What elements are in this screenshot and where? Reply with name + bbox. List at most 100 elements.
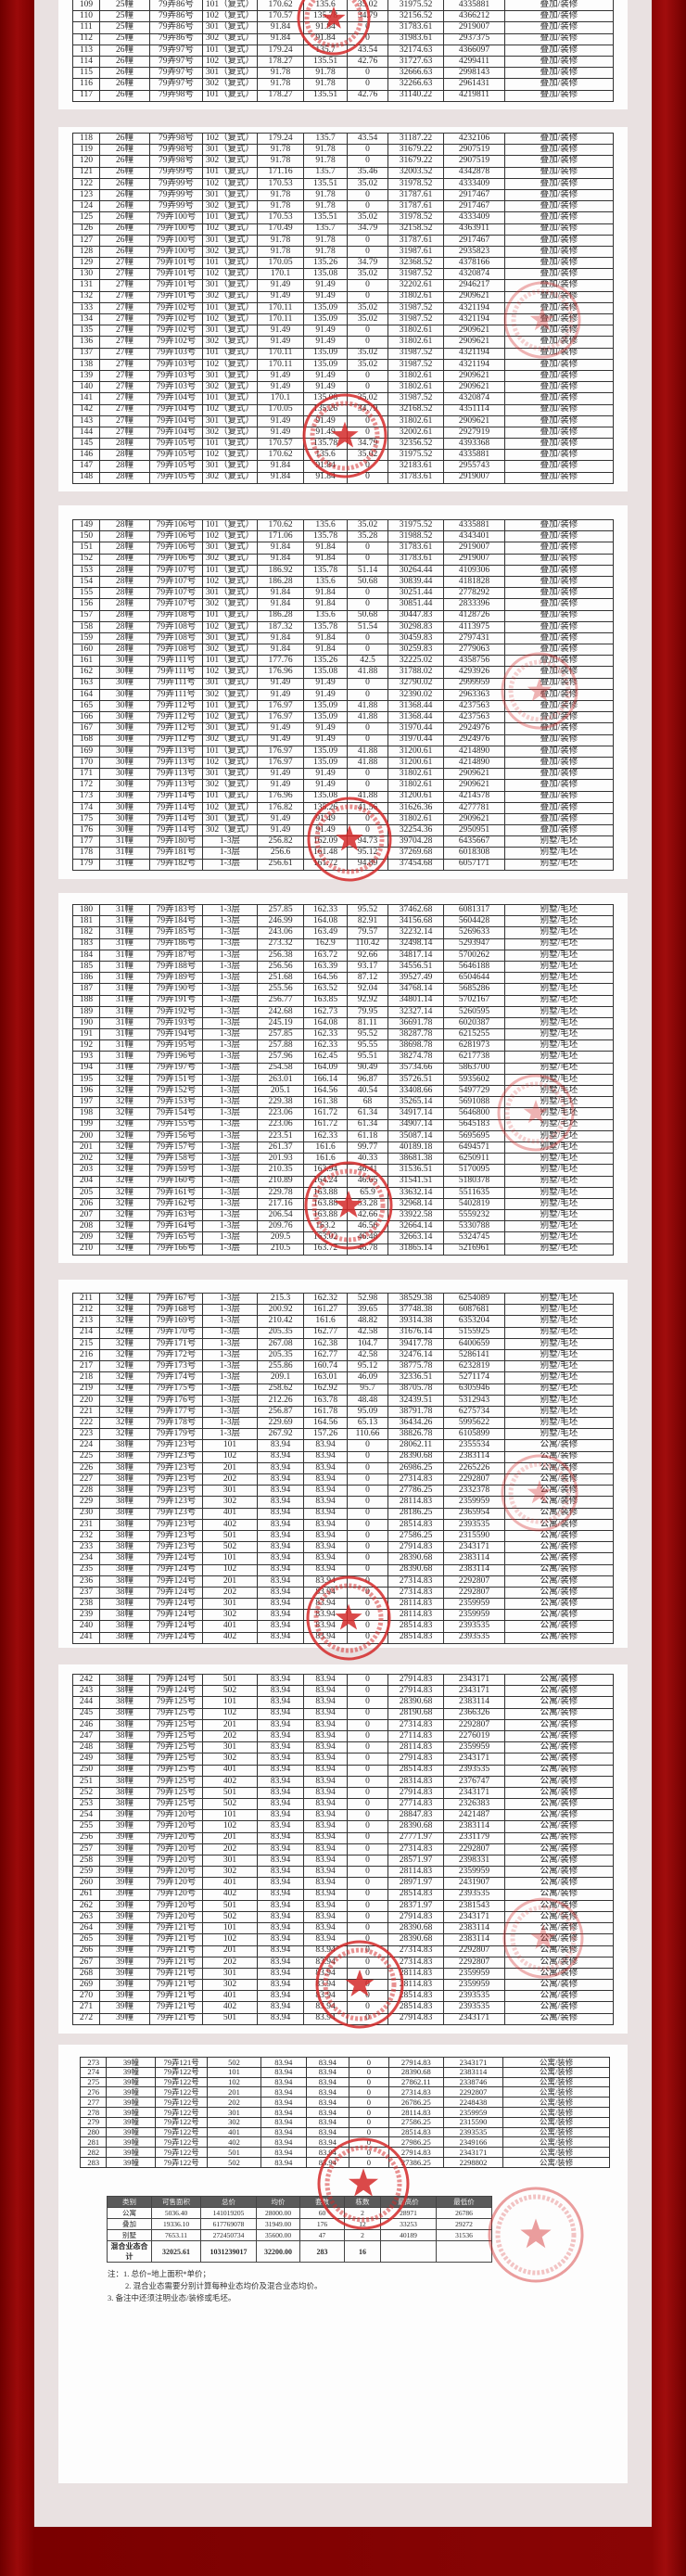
cell-extra-area: 0: [347, 1673, 388, 1687]
cell-total-price: 5559232: [443, 1209, 505, 1222]
cell-unit: 501: [207, 2147, 261, 2158]
summary-cell: 176: [299, 2218, 345, 2230]
cell-total-price: 2393535: [443, 1631, 505, 1644]
cell-area: 256.87: [257, 1405, 304, 1419]
cell-index: 267: [72, 1956, 100, 1969]
cell-unit: 1-3层: [202, 1118, 258, 1131]
cell-unit-price: 32174.63: [387, 44, 444, 57]
cell-index: 244: [72, 1696, 100, 1709]
cell-total-price: 4393368: [443, 438, 505, 451]
cell-unit: 102（复式）: [202, 268, 258, 281]
summary-cell: 7653.11: [151, 2229, 201, 2241]
cell-ground-area: 163.94: [303, 1164, 348, 1177]
cell-unit-price: 27386.25: [387, 2156, 444, 2168]
cell-index: 222: [72, 1417, 100, 1430]
cell-area: 83.94: [260, 2156, 307, 2168]
cell-unit: 101（复式）: [202, 518, 258, 532]
cell-total-price: 2343171: [443, 1786, 505, 1800]
cell-total-price: 5271174: [443, 1371, 505, 1384]
cell-ground-area: 83.94: [303, 1609, 348, 1622]
cell-unit-price: 32790.02: [387, 677, 444, 690]
cell-address: 79弄183号: [149, 903, 203, 917]
table-row: 277 39幢 79弄122号 202 83.94 83.94 0 26786.25 22484…: [79, 2097, 610, 2108]
cell-index: 124: [72, 200, 100, 213]
cell-building: 31幢: [99, 960, 150, 974]
cell-index: 202: [72, 1153, 100, 1166]
cell-unit-price: 28371.97: [387, 1899, 444, 1912]
cell-ground-area: 164.56: [303, 972, 348, 985]
cell-unit: 302（复式）: [202, 598, 258, 611]
cell-unit: 101（复式）: [202, 44, 258, 57]
table-row: 238 38幢 79弄124号 301 83.94 83.94 0 28114.83 23599…: [72, 1598, 614, 1611]
cell-remark: 叠加/装修: [504, 0, 614, 12]
table-row: 131 27幢 79弄101号 301（复式） 91.49 91.49 0 32202.61 2…: [72, 279, 614, 292]
table-row: 172 30幢 79弄113号 302（复式） 91.49 91.49 0 31802.61 2…: [72, 779, 614, 792]
cell-unit-price: 31727.63: [387, 55, 444, 69]
cell-unit: 102（复式）: [202, 223, 258, 236]
cell-building: 28幢: [99, 575, 150, 589]
cell-unit: 302: [202, 1866, 258, 1879]
table-row: 151 28幢 79弄106号 301（复式） 91.84 91.84 0 31783.61 2…: [72, 542, 614, 555]
cell-remark: 叠加/装修: [504, 722, 614, 735]
cell-unit: 1-3层: [202, 835, 258, 848]
cell-ground-area: 163.02: [303, 1231, 348, 1244]
cell-remark: 叠加/装修: [504, 553, 614, 566]
cell-unit-price: 35726.51: [387, 1073, 444, 1087]
cell-remark: 公寓/装修: [504, 1620, 614, 1633]
summary-cell: 60: [299, 2207, 345, 2219]
cell-index: 231: [72, 1518, 100, 1531]
cell-unit: 301（复式）: [202, 369, 258, 383]
cell-ground-area: 83.94: [303, 1786, 348, 1800]
table-row: 274 39幢 79弄122号 101 83.94 83.94 0 28390.68 23831…: [79, 2066, 610, 2078]
cell-area: 210.5: [257, 1243, 304, 1256]
table-row: 201 32幢 79弄157号 1-3层 261.37 161.6 99.77 40189.1…: [72, 1141, 614, 1154]
cell-index: 224: [72, 1439, 100, 1452]
cell-index: 142: [72, 403, 100, 416]
cell-remark: 别墅/毛坯: [504, 983, 614, 996]
cell-extra-area: 0: [347, 1843, 388, 1856]
cell-building: 39幢: [99, 1877, 150, 1890]
cell-address: 79弄102号: [149, 312, 203, 326]
cell-ground-area: 135.78: [303, 620, 348, 633]
cell-address: 79弄125号: [149, 1696, 203, 1709]
cell-extra-area: 35.02: [347, 518, 388, 532]
cell-ground-area: 135.78: [303, 530, 348, 543]
cell-remark: 公寓/装修: [504, 1541, 614, 1554]
cell-ground-area: 83.94: [305, 2066, 349, 2078]
cell-extra-area: 95.12: [347, 847, 388, 860]
cell-area: 170.62: [257, 518, 304, 532]
cell-total-price: 2359959: [443, 1979, 505, 1992]
cell-index: 176: [72, 824, 100, 837]
table-row: 180 31幢 79弄183号 1-3层 257.85 162.33 95.52 37462.…: [72, 903, 614, 917]
cell-total-price: 5293947: [443, 937, 505, 950]
cell-ground-area: 83.94: [303, 1450, 348, 1463]
cell-unit-price: 31802.61: [387, 768, 444, 781]
cell-extra-area: 34.79: [347, 257, 388, 270]
cell-ground-area: 91.84: [303, 587, 348, 600]
cell-ground-area: 91.49: [303, 381, 348, 394]
cell-unit-price: 35265.14: [387, 1096, 444, 1109]
cell-address: 79弄105号: [149, 471, 203, 484]
cell-area: 91.78: [257, 78, 304, 91]
cell-unit: 202: [202, 1586, 258, 1600]
cell-building: 31幢: [99, 835, 150, 848]
cell-area: 83.94: [257, 1507, 304, 1520]
cell-building: 32幢: [99, 1197, 150, 1211]
cell-unit: 1-3层: [202, 1337, 258, 1350]
cell-address: 79弄122号: [155, 2097, 209, 2108]
cell-ground-area: 83.94: [303, 1598, 348, 1611]
cell-building: 30幢: [99, 779, 150, 792]
cell-remark: 别墅/毛坯: [504, 1383, 614, 1396]
cell-remark: 叠加/装修: [504, 677, 614, 690]
cell-extra-area: 46.41: [347, 1164, 388, 1177]
cell-index: 111: [72, 21, 100, 34]
cell-building: 25幢: [99, 10, 150, 23]
cell-building: 39幢: [106, 2076, 157, 2088]
cell-total-price: 2383114: [443, 1563, 505, 1576]
cell-extra-area: 93.17: [347, 960, 388, 974]
cell-area: 256.77: [257, 994, 304, 1007]
cell-building: 31幢: [99, 972, 150, 985]
cell-area: 170.05: [257, 257, 304, 270]
cell-unit-price: 31983.61: [387, 32, 444, 45]
cell-index: 175: [72, 812, 100, 826]
